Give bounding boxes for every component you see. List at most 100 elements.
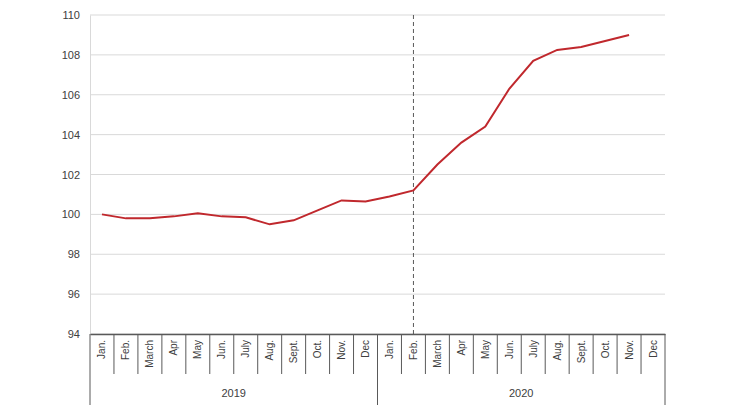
category-separator <box>281 334 282 374</box>
x-tick-label: Nov. <box>336 340 347 360</box>
y-tick: 104 <box>62 129 90 141</box>
y-axis: 949698100102104106108110 <box>62 9 91 340</box>
y-tick-label: 102 <box>62 169 80 181</box>
x-tick-label: May <box>480 340 491 359</box>
x-tick-label: Oct. <box>600 340 611 358</box>
x-tick: Sept. <box>288 334 299 363</box>
x-tick: Aug. <box>552 334 563 361</box>
category-separator <box>185 334 186 374</box>
x-tick-label: March <box>144 340 155 368</box>
x-tick-label: Dec <box>360 340 371 358</box>
y-tick: 106 <box>62 89 90 101</box>
x-separators <box>90 334 665 405</box>
x-tick: Nov. <box>624 334 635 360</box>
y-tick-label: 110 <box>62 9 80 21</box>
x-tick-label: Dec <box>648 340 659 358</box>
category-separator <box>521 334 522 374</box>
grid-line <box>90 94 665 95</box>
x-tick-label: July <box>240 340 251 358</box>
y-tick-label: 108 <box>62 49 80 61</box>
y-axis-line <box>90 16 91 335</box>
grid-line <box>90 294 665 295</box>
group-label: 2019 <box>222 387 246 399</box>
x-tick-label: Feb. <box>408 340 419 360</box>
x-tick: Jan. <box>96 334 107 359</box>
x-tick-label: Feb. <box>120 340 131 360</box>
category-separator <box>593 334 594 374</box>
x-tick-label: Apr <box>168 339 179 355</box>
category-separator <box>209 334 210 374</box>
x-tick-label: Aug. <box>264 340 275 361</box>
x-tick: March <box>144 334 155 368</box>
category-separator <box>137 334 138 374</box>
y-tick: 100 <box>62 208 90 220</box>
y-tick-label: 98 <box>68 248 80 260</box>
category-separator <box>569 334 570 374</box>
y-tick: 98 <box>68 248 90 260</box>
x-tick-label: Jan. <box>384 340 395 359</box>
y-tick: 102 <box>62 169 90 181</box>
grid-line <box>90 15 665 16</box>
y-tick: 108 <box>62 49 90 61</box>
group-separator <box>90 334 91 405</box>
category-separator <box>233 334 234 374</box>
line <box>102 35 629 224</box>
x-tick: Dec <box>360 334 371 358</box>
x-tick-label: Sept. <box>288 340 299 363</box>
category-separator <box>305 334 306 374</box>
grid-line <box>90 54 665 55</box>
x-tick: Nov. <box>336 334 347 360</box>
plot-area <box>102 35 629 224</box>
x-tick: Sept. <box>576 334 587 363</box>
x-tick-label: Nov. <box>624 340 635 360</box>
category-separator <box>449 334 450 374</box>
y-tick-label: 96 <box>68 288 80 300</box>
y-tick: 110 <box>62 9 90 21</box>
x-tick: Jun. <box>504 334 515 359</box>
category-separator <box>353 334 354 374</box>
x-tick: May <box>480 334 491 359</box>
x-tick: Jan. <box>384 334 395 359</box>
grid-line <box>90 174 665 175</box>
x-tick: Apr <box>168 334 179 356</box>
x-tick: Apr <box>456 334 467 356</box>
grid-line <box>90 214 665 215</box>
grid-line <box>90 134 665 135</box>
x-tick: May <box>192 334 203 359</box>
y-tick: 96 <box>68 288 90 300</box>
x-tick: Dec <box>648 334 659 358</box>
x-tick: Feb. <box>408 334 419 360</box>
x-tick-label: March <box>432 340 443 368</box>
x-tick: March <box>432 334 443 368</box>
category-separator <box>113 334 114 374</box>
x-tick: Feb. <box>120 334 131 360</box>
group-separator <box>665 334 666 405</box>
x-tick-label: Sept. <box>576 340 587 363</box>
category-separator <box>257 334 258 374</box>
group-label: 2020 <box>509 387 533 399</box>
category-separator <box>425 334 426 374</box>
x-tick-label: Jun. <box>216 340 227 359</box>
reference-line <box>413 15 414 334</box>
x-tick-label: May <box>192 340 203 359</box>
category-separator <box>617 334 618 374</box>
category-separator <box>401 334 402 374</box>
grid <box>90 15 665 334</box>
category-separator <box>497 334 498 374</box>
category-separator <box>161 334 162 374</box>
x-tick: July <box>528 334 539 358</box>
category-separator <box>473 334 474 374</box>
group-separator <box>377 334 378 405</box>
x-tick: July <box>240 334 251 358</box>
x-tick: Oct. <box>600 334 611 358</box>
x-tick-label: Oct. <box>312 340 323 358</box>
x-groups: 2019 2020 <box>222 387 534 399</box>
grid-line <box>90 254 665 255</box>
x-tick-label: Aug. <box>552 340 563 361</box>
y-tick-label: 100 <box>62 208 80 220</box>
category-separator <box>545 334 546 374</box>
x-tick-label: Jan. <box>96 340 107 359</box>
x-tick-label: July <box>528 340 539 358</box>
x-tick: Oct. <box>312 334 323 358</box>
y-tick-label: 104 <box>62 129 80 141</box>
